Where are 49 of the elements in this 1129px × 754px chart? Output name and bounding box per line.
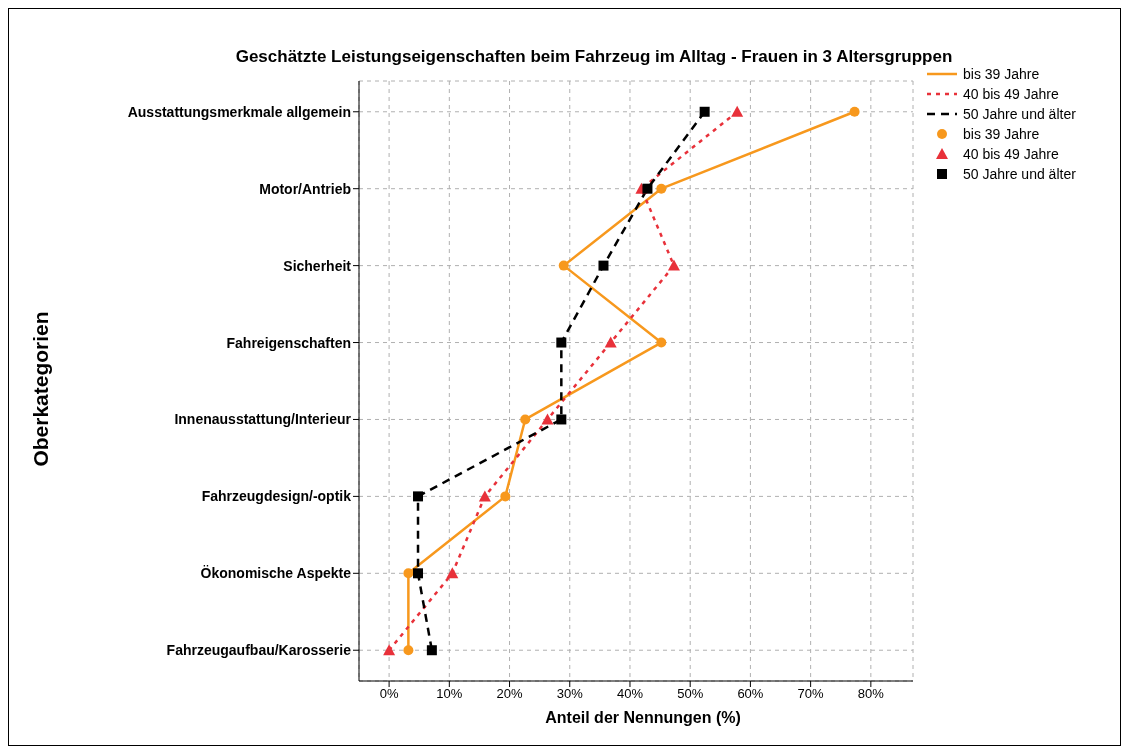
point	[413, 568, 424, 579]
point	[656, 337, 667, 348]
legend-label: 50 Jahre und älter	[963, 106, 1076, 122]
point	[556, 414, 567, 425]
text: 50 Jahre und älter	[963, 166, 1076, 182]
text: bis 39 Jahre	[963, 66, 1040, 82]
point	[656, 183, 667, 194]
point	[642, 183, 653, 194]
point	[731, 105, 744, 117]
point	[403, 568, 414, 579]
x-tick-label: 60%	[737, 686, 764, 702]
point	[541, 413, 554, 425]
point	[699, 106, 710, 117]
y-tick-label: Motor/Antrieb	[259, 180, 351, 197]
x-axis-title: Anteil der Nennungen (%)	[544, 709, 742, 727]
point	[500, 491, 511, 502]
x-tick-label: 0%	[379, 686, 399, 702]
text: 40 bis 49 Jahre	[963, 86, 1059, 102]
point	[413, 491, 424, 502]
x-tick-label: 30%	[556, 686, 584, 702]
legend-label: bis 39 Jahre	[963, 126, 1040, 142]
point	[520, 414, 531, 425]
point	[667, 259, 680, 271]
legend-label: 40 bis 49 Jahre	[963, 146, 1059, 162]
y-tick-label: Innenausstattung/Interieur	[174, 411, 352, 428]
x-tick-label: 50%	[677, 686, 704, 702]
point	[598, 260, 609, 271]
point	[478, 490, 491, 502]
point	[849, 106, 860, 117]
point	[446, 567, 459, 579]
point	[426, 645, 437, 656]
point	[604, 336, 617, 348]
chart-title: Geschätzte Leistungseigenschaften beim Fahrzeug im Alltag - Frauen in 3 Altersgruppen	[234, 47, 954, 67]
point	[558, 260, 569, 271]
y-tick-label: Fahrzeugdesign/-optik	[201, 488, 352, 505]
point	[403, 645, 414, 656]
x-tick-label: 20%	[496, 686, 523, 702]
y-tick-label: Fahreigenschaften	[226, 334, 351, 351]
x-tick-label: 40%	[616, 686, 644, 702]
y-tick-label: Fahrzeugaufbau/Karosserie	[166, 642, 352, 659]
x-tick-label: 10%	[436, 686, 463, 702]
point	[383, 644, 396, 656]
y-tick-label: Ökonomische Aspekte	[200, 565, 352, 582]
x-tick-label: 70%	[797, 686, 825, 702]
point	[556, 337, 567, 348]
y-tick-label: Sicherheit	[283, 257, 352, 274]
y-tick-label: Ausstattungsmerkmale allgemein	[127, 103, 351, 120]
y-axis-title: Oberkategorien	[29, 311, 53, 467]
x-tick-label: 80%	[857, 686, 885, 702]
